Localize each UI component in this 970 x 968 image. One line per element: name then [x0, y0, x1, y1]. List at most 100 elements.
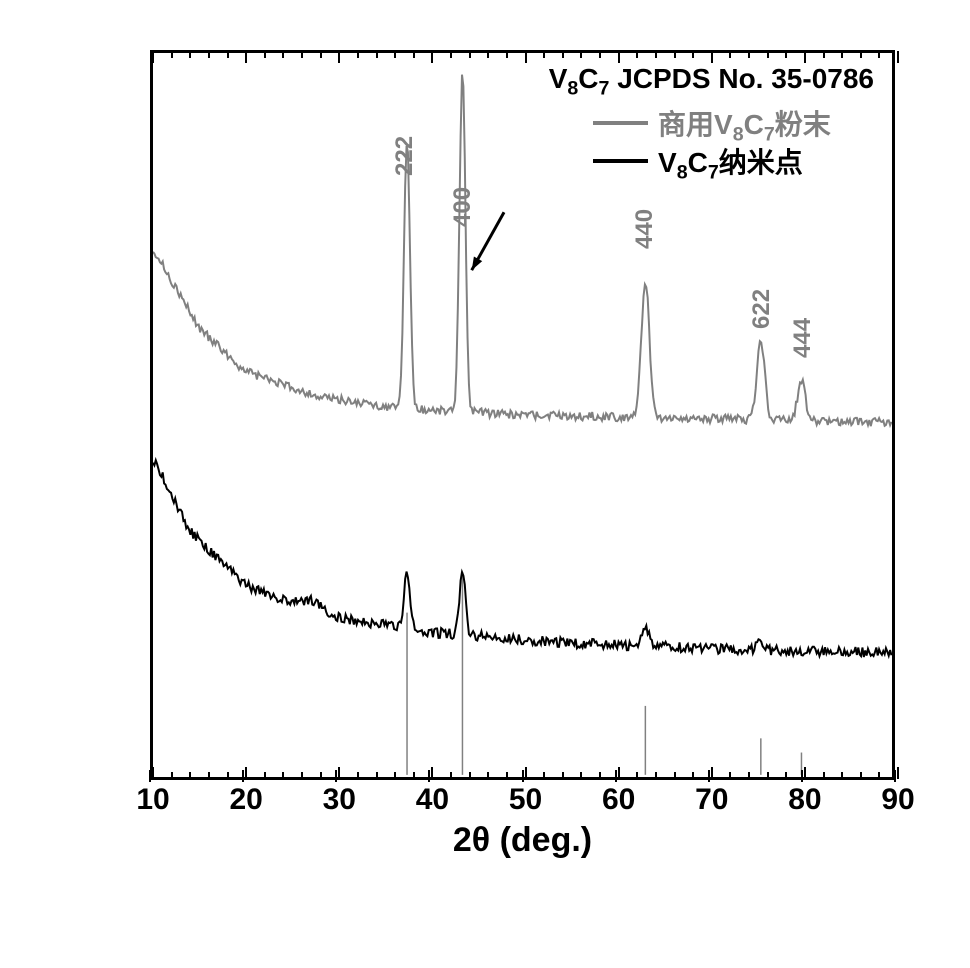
x-minor-tick — [450, 772, 452, 779]
lg1-7: 7 — [708, 162, 719, 184]
x-minor-tick — [487, 772, 489, 779]
x-minor-tick-top — [785, 51, 787, 58]
x-minor-tick — [599, 772, 601, 779]
x-tick-mark — [525, 767, 527, 779]
x-minor-tick-top — [767, 51, 769, 58]
x-tick-mark — [338, 767, 340, 779]
x-minor-tick-top — [227, 51, 229, 58]
x-tick-label: 10 — [136, 783, 169, 817]
lg1-8: 8 — [677, 162, 688, 184]
x-tick-mark — [149, 770, 151, 782]
x-tick-mark — [431, 767, 433, 779]
xrd-chart: Intensity (a.u.) V8C7 JCPDS No. 35-0786 … — [50, 30, 920, 870]
lg0-post: 粉末 — [775, 109, 831, 140]
x-minor-tick — [692, 772, 694, 779]
x-tick-mark — [245, 767, 247, 779]
x-minor-tick — [636, 772, 638, 779]
lg1-pre: V — [658, 147, 677, 178]
peak-label-622: 622 — [748, 289, 776, 329]
peak-label-440: 440 — [631, 209, 659, 249]
x-tick-mark-top — [431, 51, 433, 63]
x-tick-mark-top — [245, 51, 247, 63]
x-minor-tick-top — [729, 51, 731, 58]
x-tick-label: 20 — [229, 783, 262, 817]
x-minor-tick — [860, 772, 862, 779]
x-tick-label: 70 — [695, 783, 728, 817]
x-minor-tick-top — [506, 51, 508, 58]
x-tick-mark — [897, 767, 899, 779]
x-minor-tick — [748, 772, 750, 779]
x-minor-tick-top — [413, 51, 415, 58]
x-minor-tick-top — [748, 51, 750, 58]
legend-line-commercial — [593, 121, 648, 125]
chart-title: V8C7 JCPDS No. 35-0786 — [549, 63, 874, 101]
x-tick-mark-top — [525, 51, 527, 63]
x-minor-tick — [785, 772, 787, 779]
x-tick-mark — [804, 767, 806, 779]
x-minor-tick-top — [636, 51, 638, 58]
x-tick-mark-top — [897, 51, 899, 63]
peak-label-444: 444 — [789, 318, 817, 358]
x-minor-tick-top — [543, 51, 545, 58]
x-minor-tick — [655, 772, 657, 779]
title-7: 7 — [599, 78, 610, 100]
peak-label-222: 222 — [391, 136, 419, 176]
x-minor-tick-top — [189, 51, 191, 58]
x-minor-tick-top — [841, 51, 843, 58]
x-tick-mark — [711, 767, 713, 779]
x-tick-label: 80 — [788, 783, 821, 817]
x-tick-mark-top — [618, 51, 620, 63]
x-tick-mark — [152, 767, 154, 779]
title-rest: JCPDS No. 35-0786 — [609, 63, 874, 94]
x-tick-label: 40 — [416, 783, 449, 817]
x-minor-tick — [580, 772, 582, 779]
x-minor-tick-top — [487, 51, 489, 58]
x-minor-tick — [394, 772, 396, 779]
x-minor-tick-top — [692, 51, 694, 58]
x-minor-tick-top — [674, 51, 676, 58]
x-minor-tick — [469, 772, 471, 779]
x-tick-mark-top — [338, 51, 340, 63]
peak-label-400: 400 — [449, 187, 477, 227]
x-minor-tick-top — [469, 51, 471, 58]
x-minor-tick — [729, 772, 731, 779]
x-tick-mark-top — [804, 51, 806, 63]
lg1-mid: C — [688, 147, 708, 178]
x-minor-tick-top — [655, 51, 657, 58]
x-tick-mark — [708, 770, 710, 782]
x-minor-tick-top — [394, 51, 396, 58]
x-minor-tick-top — [301, 51, 303, 58]
x-minor-tick — [767, 772, 769, 779]
x-minor-tick — [543, 772, 545, 779]
x-minor-tick — [878, 772, 880, 779]
x-minor-tick-top — [208, 51, 210, 58]
title-c: C — [578, 63, 598, 94]
x-tick-mark — [242, 770, 244, 782]
x-tick-mark — [618, 767, 620, 779]
x-tick-label: 30 — [323, 783, 356, 817]
title-8: 8 — [567, 78, 578, 100]
plot-area: V8C7 JCPDS No. 35-0786 商用V8C7粉末 V8C7纳米点 … — [150, 50, 895, 780]
x-minor-tick — [171, 772, 173, 779]
lg1-post: 纳米点 — [719, 147, 803, 178]
x-minor-tick — [264, 772, 266, 779]
x-tick-mark — [522, 770, 524, 782]
x-minor-tick — [562, 772, 564, 779]
x-minor-tick — [376, 772, 378, 779]
x-minor-tick-top — [171, 51, 173, 58]
title-v: V — [549, 63, 568, 94]
x-tick-label: 60 — [602, 783, 635, 817]
x-axis-label: 2θ (deg.) — [453, 821, 592, 860]
x-minor-tick-top — [878, 51, 880, 58]
x-minor-tick-top — [450, 51, 452, 58]
x-tick-mark — [615, 770, 617, 782]
legend-line-nanodots — [593, 159, 648, 163]
x-tick-mark — [428, 770, 430, 782]
x-tick-mark-top — [711, 51, 713, 63]
x-minor-tick-top — [823, 51, 825, 58]
x-minor-tick — [413, 772, 415, 779]
x-tick-label: 90 — [881, 783, 914, 817]
x-minor-tick — [320, 772, 322, 779]
lg0-mid: C — [744, 109, 764, 140]
x-minor-tick-top — [264, 51, 266, 58]
